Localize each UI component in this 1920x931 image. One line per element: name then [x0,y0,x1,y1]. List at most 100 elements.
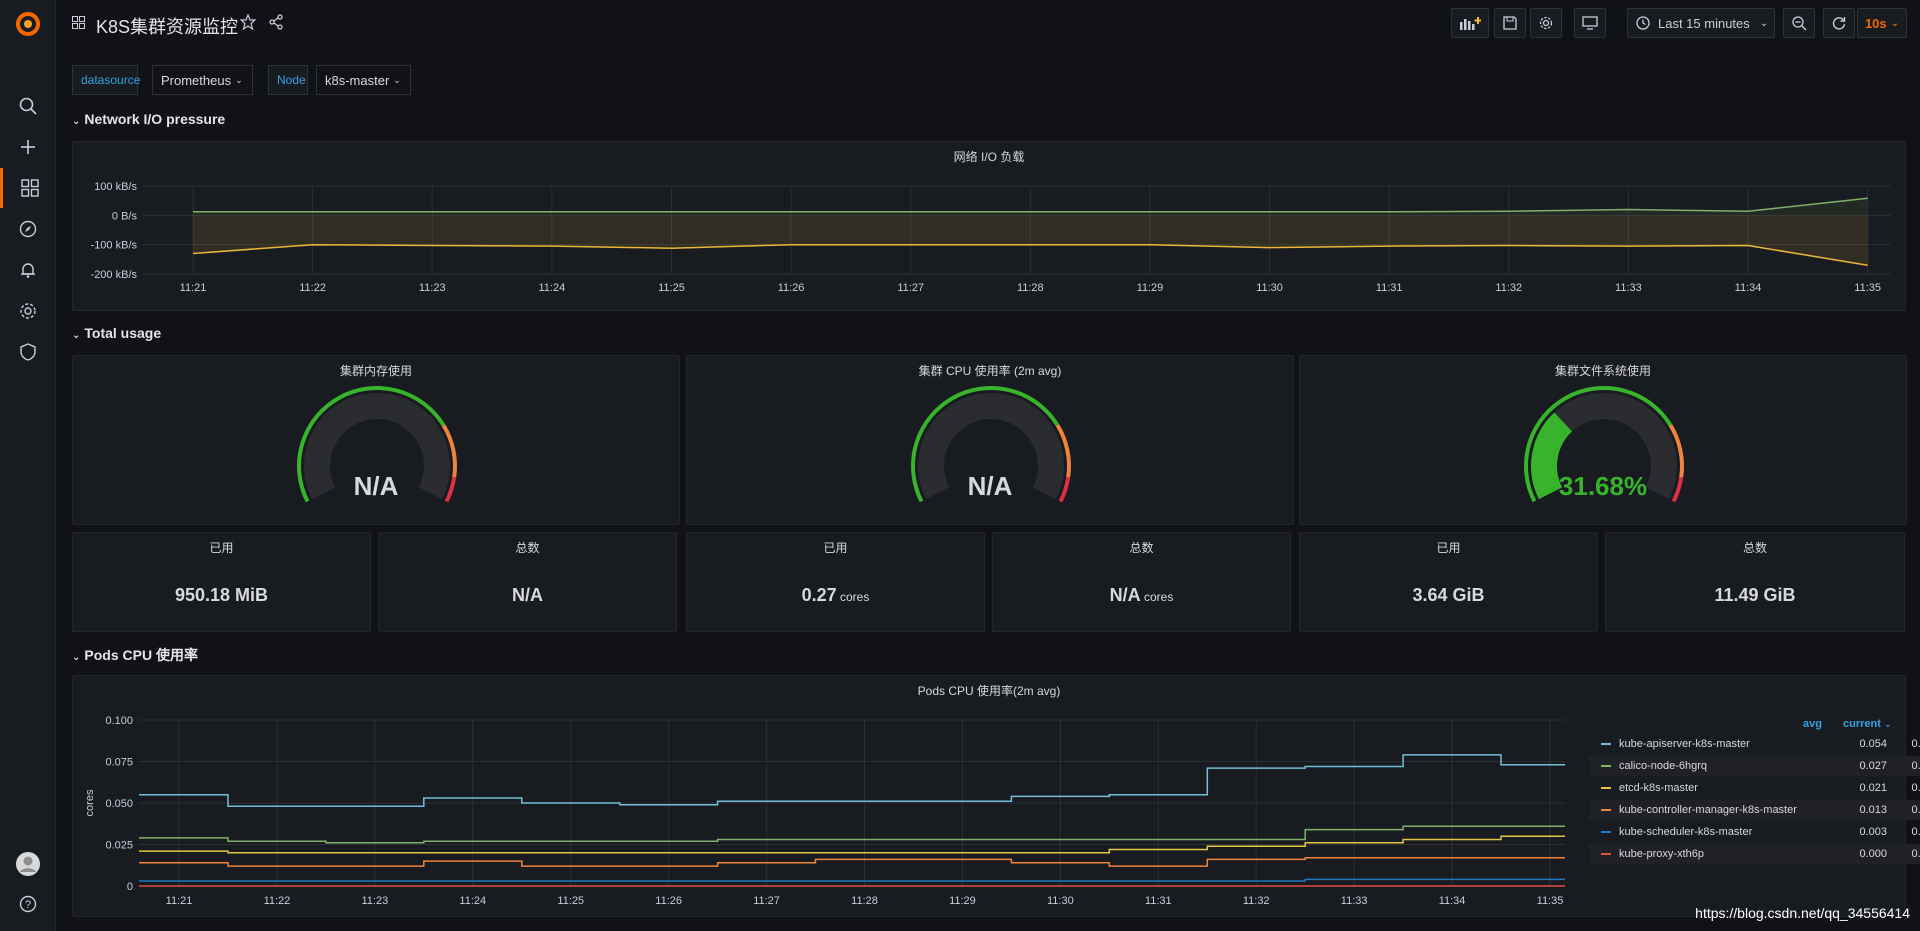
legend-avg-value: 0.000 [1859,848,1887,860]
gauge-panel-cpu[interactable]: 集群 CPU 使用率 (2m avg) N/A [686,355,1294,525]
x-tick-label: 11:35 [1854,282,1881,294]
stat-number: 950.18 MiB [174,585,269,605]
datasource-value: Prometheus [161,72,232,88]
gear-icon[interactable] [0,291,56,331]
refresh-button[interactable] [1823,8,1855,38]
legend-series-name: kube-controller-manager-k8s-master [1619,804,1797,816]
x-tick-label: 11:26 [655,895,682,907]
compass-icon[interactable] [0,209,56,249]
row-total[interactable]: ⌄ Total usage [72,325,161,341]
legend-item[interactable]: etcd-k8s-master 0.021 0.030 [1589,778,1920,798]
time-range-label: Last 15 minutes [1658,15,1750,31]
panel-title: Pods CPU 使用率(2m avg) [917,684,1061,698]
x-tick-label: 11:21 [166,895,193,907]
grafana-logo-icon[interactable] [0,4,56,44]
x-tick-label: 11:30 [1256,282,1283,294]
pods-cpu-panel[interactable]: Pods CPU 使用率(2m avg) 0.100 0.075 0.050 0.02… [72,675,1920,917]
bell-icon[interactable] [0,250,56,290]
help-icon[interactable]: ? [0,884,56,924]
stat-value: 11.49 GiB [1606,585,1904,606]
legend-avg-value: 0.054 [1859,738,1887,750]
gauge-panel-filesystem[interactable]: 集群文件系统使用 31.68% [1299,355,1907,525]
stat-panel-memory-total[interactable]: 总数 N/A [378,532,677,632]
stat-panel-fs-used[interactable]: 已用 3.64 GiB [1299,532,1598,632]
x-tick-label: 11:33 [1615,282,1642,294]
gauge-panel-memory[interactable]: 集群内存使用 N/A [72,355,680,525]
cpu-gauge [911,385,1071,503]
series-line [139,878,1565,882]
legend-item[interactable]: kube-apiserver-k8s-master 0.054 0.073 [1589,734,1920,754]
series-line [139,825,1565,844]
tv-mode-button[interactable] [1574,8,1606,38]
legend-series-name: kube-apiserver-k8s-master [1619,738,1750,750]
y-tick-label: 0.025 [105,840,133,852]
network-chart: 100 kB/s 0 B/s -100 kB/s -200 kB/s 11:21 11:2… [91,181,1891,294]
x-tick-label: 11:29 [1137,282,1164,294]
stat-panel-cpu-used[interactable]: 已用 0.27 cores [686,532,985,632]
panel-title: 集群 CPU 使用率 (2m avg) [918,364,1062,378]
threshold-orange [1668,424,1684,478]
legend-series-name: kube-proxy-xth6p [1619,848,1704,860]
zoom-out-button[interactable] [1783,8,1815,38]
legend-header-current[interactable]: current ⌄ [1843,718,1892,730]
x-tick-label: 11:25 [557,895,584,907]
search-icon[interactable] [0,86,56,126]
y-tick-label: 0.100 [105,715,133,727]
legend-item[interactable]: kube-scheduler-k8s-master 0.003 0.004 [1589,822,1920,842]
y-tick-label: 100 kB/s [94,181,137,193]
legend-current-value: 0.017 [1911,804,1920,816]
settings-button[interactable] [1530,8,1562,38]
stat-unit: cores [1140,590,1174,604]
x-tick-label: 11:24 [538,282,565,294]
panel-title: 总数 [1129,541,1154,555]
stat-panel-cpu-total[interactable]: 总数 N/A cores [992,532,1291,632]
chevron-down-icon: ⌄ [1890,17,1900,29]
panel-title: 总数 [515,541,540,555]
row-network-title: Network I/O pressure [84,111,226,127]
star-icon[interactable] [239,13,257,35]
threshold-green [911,385,1060,503]
legend-header-avg[interactable]: avg [1803,718,1822,730]
row-network[interactable]: ⌄ Network I/O pressure [72,111,225,127]
gauge-track [918,393,1064,500]
stat-unit: cores [836,590,870,604]
datasource-select[interactable]: Prometheus ⌄ [152,65,253,95]
legend-item[interactable]: kube-controller-manager-k8s-master 0.013 0… [1589,800,1920,820]
dashboards-icon[interactable] [0,168,56,208]
dashboard-grid-icon [72,16,85,34]
chevron-down-icon: ⌄ [72,116,81,127]
network-panel[interactable]: 网络 I/O 负载 100 kB/s 0 B/s -100 kB/s -200 kB/… [72,141,1906,311]
user-avatar[interactable] [0,844,56,884]
chevron-down-icon: ⌄ [72,330,81,341]
legend-item[interactable]: kube-proxy-xth6p 0.000 0.000 [1589,844,1920,864]
row-pods[interactable]: ⌄ Pods CPU 使用率 [72,645,198,665]
legend-series-name: etcd-k8s-master [1619,782,1698,794]
legend-color-mark [1601,765,1611,767]
svg-text:?: ? [25,899,31,911]
x-tick-label: 11:22 [264,895,291,907]
share-icon[interactable] [268,14,284,35]
y-tick-label: -100 kB/s [91,240,138,252]
stat-value: 950.18 MiB [73,585,370,606]
stat-number: 11.49 GiB [1714,585,1796,605]
y-tick-label: -200 kB/s [91,269,138,281]
series-area [193,215,1868,266]
time-range-picker[interactable]: Last 15 minutes ⌄ [1627,8,1775,38]
legend-current-value: 0.004 [1911,826,1920,838]
stat-value: 3.64 GiB [1300,585,1597,606]
dashboard-title[interactable]: K8S集群资源监控 [96,17,239,37]
legend-item[interactable]: calico-node-6hgrq 0.027 0.036 [1589,756,1920,776]
x-tick-label: 11:34 [1735,282,1762,294]
stat-number: 3.64 GiB [1412,585,1485,605]
save-button[interactable] [1494,8,1526,38]
plus-icon[interactable] [0,127,56,167]
node-select[interactable]: k8s-master ⌄ [316,65,411,95]
refresh-interval-picker[interactable]: 10s ⌄ [1857,8,1907,38]
legend-current-value: 0.073 [1911,738,1920,750]
stat-panel-memory-used[interactable]: 已用 950.18 MiB [72,532,371,632]
threshold-orange [1055,424,1071,478]
stat-panel-fs-total[interactable]: 总数 11.49 GiB [1605,532,1905,632]
add-panel-button[interactable] [1451,8,1489,38]
shield-icon[interactable] [0,332,56,372]
stat-number: N/A [1109,585,1141,605]
